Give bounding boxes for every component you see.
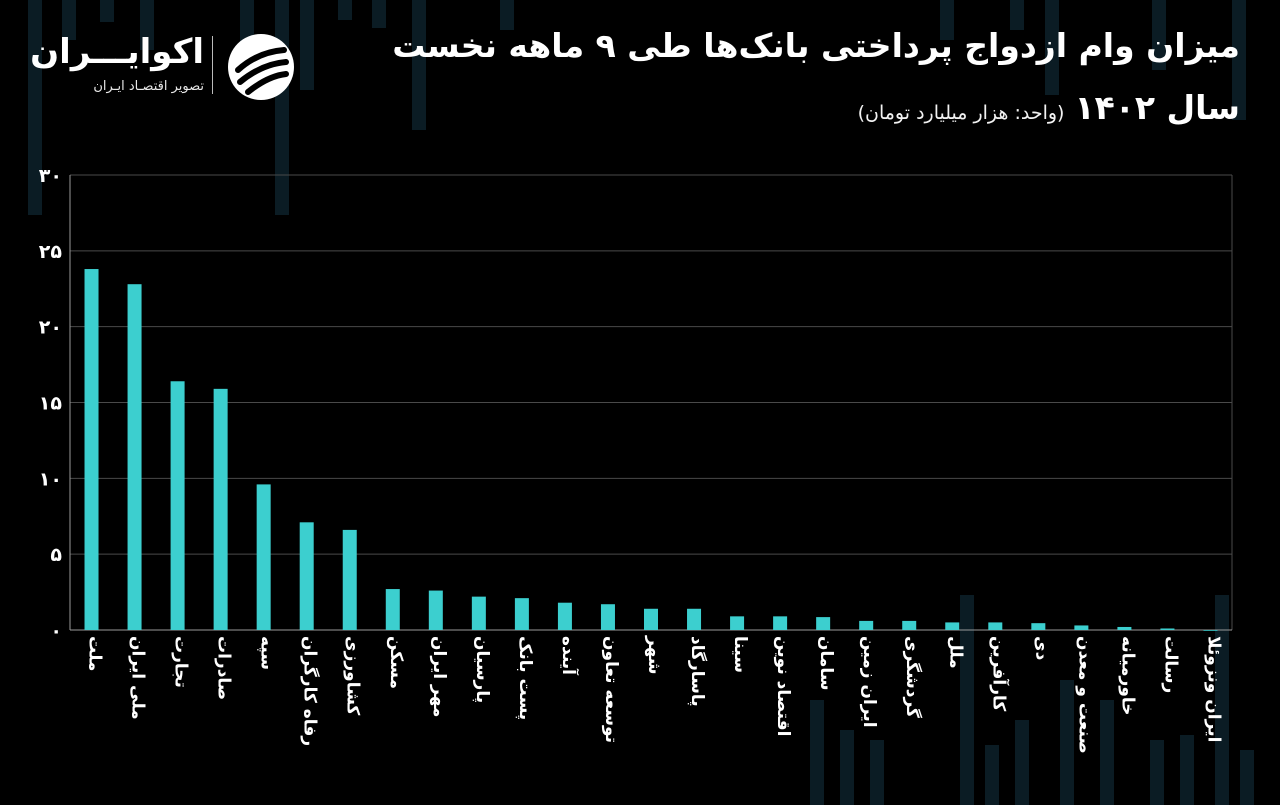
- background-candle: [840, 730, 854, 805]
- background-candle: [985, 745, 999, 805]
- background-candle: [100, 0, 114, 22]
- x-tick-label: پارسیان: [472, 636, 492, 703]
- bar: [644, 608, 658, 630]
- x-tick-label: ملل: [945, 636, 965, 669]
- x-tick-label: کارآفرین: [988, 636, 1010, 711]
- background-candle: [1100, 700, 1114, 805]
- background-candle: [62, 0, 76, 40]
- background-candle: [1045, 0, 1059, 95]
- bar: [859, 620, 874, 630]
- x-tick-label: صادرات: [214, 636, 234, 700]
- background-candle: [338, 0, 352, 20]
- x-tick-label: اقتصاد نوین: [773, 636, 793, 736]
- bar: [299, 522, 314, 630]
- x-tick-label: سامان: [816, 636, 836, 691]
- bar: [385, 589, 400, 630]
- bar: [471, 596, 486, 630]
- x-tick-label: شهر: [644, 635, 664, 675]
- x-tick-label: آینده: [558, 636, 580, 676]
- bar: [1074, 625, 1089, 630]
- x-tick-label: گردشگری: [902, 636, 923, 718]
- background-candle: [940, 0, 954, 40]
- y-tick-label: ۳۰: [39, 165, 62, 187]
- background-candle: [1060, 680, 1074, 805]
- x-tick-label: رسالت: [1160, 636, 1180, 693]
- title-year: سال ۱۴۰۲: [1074, 88, 1240, 127]
- x-tick-label: مهر ایران: [429, 636, 449, 717]
- bar: [902, 620, 917, 630]
- y-tick-label: ۲۰: [39, 317, 62, 339]
- y-tick-label: ۵: [50, 544, 62, 566]
- background-candle: [1150, 740, 1164, 805]
- x-tick-label: کشاورزی: [343, 636, 363, 715]
- bar: [84, 269, 99, 630]
- chart-title: میزان وام ازدواج پرداختی بانک‌ها طی ۹ ما…: [392, 26, 1240, 65]
- x-tick-label: پست بانک: [515, 636, 535, 720]
- bar: [600, 604, 615, 630]
- x-tick-label: ملت: [85, 636, 105, 671]
- bar: [1031, 623, 1046, 630]
- background-candle: [372, 0, 386, 28]
- background-candle: [1240, 750, 1254, 805]
- ekoiran-logo: اکوایـــران تصویر اقتصـاد ایـران: [30, 30, 306, 108]
- x-tick-label: ایران ونزوئلا: [1203, 636, 1223, 742]
- bar: [342, 529, 357, 630]
- bar: [256, 484, 271, 630]
- background-candle: [1015, 720, 1029, 805]
- bar: [687, 608, 702, 630]
- background-candle: [500, 0, 514, 30]
- bar: [213, 388, 228, 630]
- bar: [816, 617, 831, 630]
- y-tick-label: ۱۵: [39, 393, 63, 415]
- x-tick-label: خاورمیانه: [1117, 636, 1137, 716]
- ekoiran-swoosh-logo-icon: [228, 34, 294, 100]
- bar: [945, 622, 960, 630]
- bar: [1203, 630, 1218, 631]
- chart-subtitle: سال ۱۴۰۲ (واحد: هزار میلیارد تومان): [858, 84, 1240, 138]
- x-tick-label: مسکن: [386, 636, 406, 689]
- background-candle: [300, 0, 314, 90]
- x-tick-label: صنعت و معدن: [1074, 636, 1094, 754]
- bar: [1160, 628, 1175, 630]
- background-candle: [140, 0, 154, 50]
- y-tick-label: ۱۰: [39, 468, 62, 490]
- bar: [428, 590, 443, 630]
- background-candle: [870, 740, 884, 805]
- background-candle: [1010, 0, 1024, 30]
- logo-tagline: تصویر اقتصـاد ایـران: [93, 79, 204, 94]
- x-tick-label: رفاه کارگران: [300, 636, 321, 746]
- x-tick-label: دی: [1031, 636, 1051, 661]
- x-tick-label: سپه: [257, 636, 277, 670]
- bar: [514, 598, 529, 630]
- bar: [127, 284, 142, 630]
- bar: [1117, 626, 1132, 630]
- x-tick-label: پاسارگاد: [687, 636, 708, 707]
- x-tick-label: سینا: [730, 636, 750, 673]
- bar: [730, 616, 745, 630]
- background-candle: [1152, 0, 1166, 70]
- bar: [170, 381, 185, 630]
- bar: [557, 602, 572, 630]
- logo-name: اکوایـــران: [30, 32, 204, 72]
- x-tick-label: ایران زمین: [859, 636, 879, 728]
- bar: [773, 616, 788, 630]
- bar: [988, 622, 1003, 630]
- background-candle: [412, 0, 426, 130]
- x-tick-label: توسعه تعاون: [601, 636, 621, 743]
- y-tick-label: ۲۵: [39, 241, 63, 263]
- background-candle: [28, 0, 42, 215]
- background-candle: [960, 595, 974, 805]
- x-tick-label: ملی ایران: [128, 636, 148, 720]
- background-candle: [810, 700, 824, 805]
- logo-separator: [212, 36, 213, 94]
- background-candle: [1232, 0, 1246, 120]
- background-candle: [1215, 595, 1229, 805]
- y-tick-label: ۰: [50, 620, 62, 642]
- unit-note: (واحد: هزار میلیارد تومان): [857, 102, 1065, 124]
- x-tick-label: تجارت: [171, 636, 191, 688]
- background-candle: [1180, 735, 1194, 805]
